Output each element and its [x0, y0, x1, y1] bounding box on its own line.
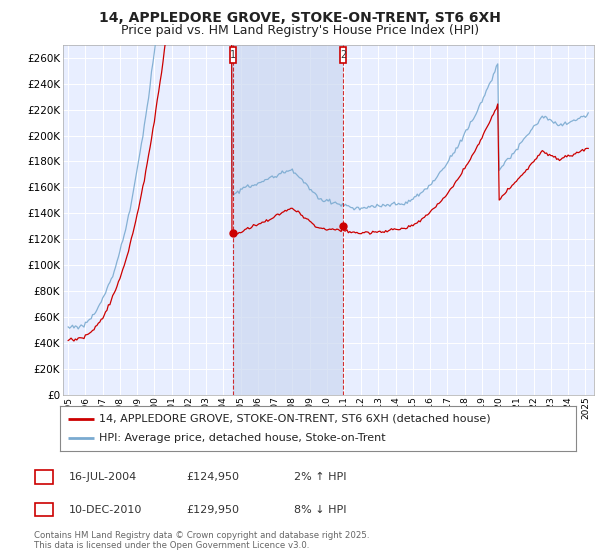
- Text: 1: 1: [230, 50, 236, 60]
- Text: 1: 1: [41, 472, 47, 482]
- Text: 2: 2: [41, 505, 47, 515]
- Text: 2: 2: [340, 50, 346, 60]
- Text: Contains HM Land Registry data © Crown copyright and database right 2025.
This d: Contains HM Land Registry data © Crown c…: [34, 531, 370, 550]
- Text: 14, APPLEDORE GROVE, STOKE-ON-TRENT, ST6 6XH (detached house): 14, APPLEDORE GROVE, STOKE-ON-TRENT, ST6…: [98, 413, 490, 423]
- Bar: [230, 48, 236, 63]
- Bar: [340, 48, 346, 63]
- Bar: [233, 45, 343, 395]
- Text: 14, APPLEDORE GROVE, STOKE-ON-TRENT, ST6 6XH: 14, APPLEDORE GROVE, STOKE-ON-TRENT, ST6…: [99, 11, 501, 25]
- Text: 8% ↓ HPI: 8% ↓ HPI: [294, 505, 347, 515]
- Text: £129,950: £129,950: [186, 505, 239, 515]
- Text: HPI: Average price, detached house, Stoke-on-Trent: HPI: Average price, detached house, Stok…: [98, 433, 385, 444]
- Text: £124,950: £124,950: [186, 472, 239, 482]
- Text: Price paid vs. HM Land Registry's House Price Index (HPI): Price paid vs. HM Land Registry's House …: [121, 24, 479, 36]
- Text: 16-JUL-2004: 16-JUL-2004: [69, 472, 137, 482]
- Text: 2% ↑ HPI: 2% ↑ HPI: [294, 472, 347, 482]
- Text: 10-DEC-2010: 10-DEC-2010: [69, 505, 142, 515]
